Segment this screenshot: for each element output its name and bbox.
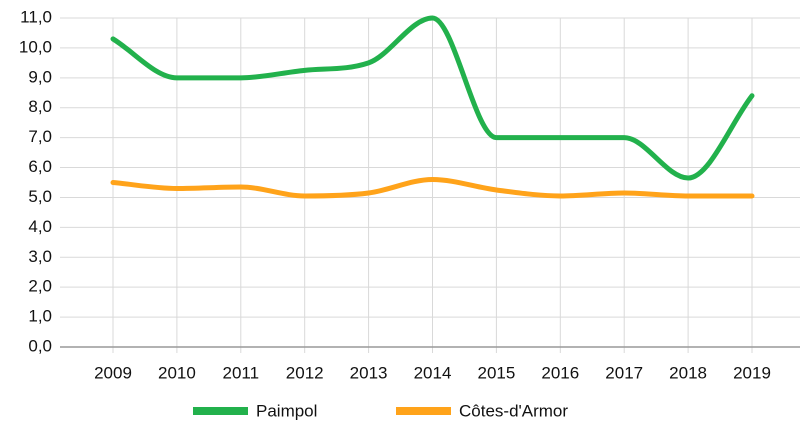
y-tick-label: 2,0: [28, 277, 52, 296]
x-tick-label: 2012: [286, 363, 324, 382]
y-tick-label: 10,0: [19, 37, 52, 56]
y-tick-label: 1,0: [28, 307, 52, 326]
y-tick-label: 9,0: [28, 67, 52, 86]
x-tick-label: 2011: [223, 363, 260, 382]
x-tick-label: 2010: [158, 363, 196, 382]
x-tick-label: 2017: [605, 363, 643, 382]
y-tick-label: 11,0: [20, 7, 52, 26]
y-tick-label: 4,0: [28, 217, 52, 236]
legend-label: Côtes-d'Armor: [459, 401, 568, 420]
x-tick-label: 2015: [477, 363, 515, 382]
x-tick-label: 2016: [541, 363, 579, 382]
x-tick-label: 2013: [350, 363, 388, 382]
x-tick-label: 2019: [733, 363, 771, 382]
legend-swatch: [193, 407, 248, 415]
x-tick-label: 2018: [669, 363, 707, 382]
line: [110, 15, 755, 181]
y-tick-label: 5,0: [28, 187, 52, 206]
y-tick-label: 6,0: [28, 157, 52, 176]
y-tick-label: 3,0: [28, 247, 52, 266]
y-tick-label: 7,0: [28, 127, 52, 146]
y-tick-label: 0,0: [28, 336, 52, 355]
legend-label: Paimpol: [256, 401, 317, 420]
legend-swatch: [396, 407, 451, 415]
y-tick-label: 8,0: [28, 97, 52, 116]
x-tick-label: 2014: [414, 363, 452, 382]
line: [110, 177, 755, 199]
x-tick-label: 2009: [94, 363, 132, 382]
